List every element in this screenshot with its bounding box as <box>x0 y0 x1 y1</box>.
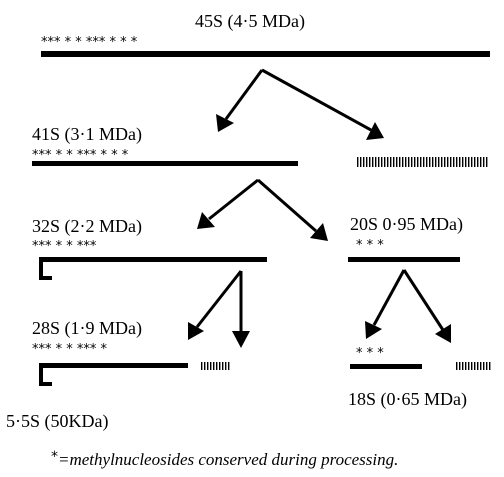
stars-45s: *** * * *** * * * <box>41 35 138 50</box>
arrow-41s-to-20s <box>257 178 328 241</box>
label-45s: 45S (4·5 MDa) <box>195 11 305 32</box>
spacer-28s-removed <box>200 362 230 370</box>
stars-41s: *** * * *** * * * <box>32 148 129 163</box>
stars-18s: * * * <box>356 346 384 361</box>
bar-45s <box>41 51 490 57</box>
stars-32s: *** * * *** <box>32 239 97 254</box>
label-41s: 41S (3·1 MDa) <box>32 124 142 145</box>
bar-28s <box>41 363 188 368</box>
legend-note: *=methylnucleosides conserved during pro… <box>51 449 398 469</box>
legend-text: =methylnucleosides conserved during proc… <box>58 450 398 469</box>
arrow-20s-to-spacer <box>402 269 451 343</box>
stars-28s: *** * * *** * <box>32 342 108 357</box>
bar-41s <box>32 161 298 166</box>
spacer-41s-removed <box>356 157 488 167</box>
bar-18s <box>350 364 422 369</box>
arrow-20s-to-18s <box>365 269 406 339</box>
label-28s: 28S (1·9 MDa) <box>32 318 142 339</box>
stars-20s: * * * <box>356 238 384 253</box>
legend-star: * <box>51 449 58 465</box>
label-5-8s: 5·5S (50KDa) <box>6 411 108 432</box>
arrow-45s-to-spacer <box>261 68 384 140</box>
label-32s: 32S (2·2 MDa) <box>32 216 142 237</box>
arrow-41s-to-32s <box>197 178 259 229</box>
label-20s: 20S 0·95 MDa) <box>350 214 463 235</box>
bracket-28s <box>39 363 57 386</box>
bar-20s <box>348 257 460 262</box>
arrow-32s-to-28s <box>188 270 243 340</box>
label-18s: 18S (0·65 MDa) <box>348 389 467 410</box>
arrow-32s-to-5-8s <box>232 271 250 348</box>
arrow-45s-to-41s <box>216 69 264 132</box>
bracket-32s <box>39 257 57 280</box>
bar-32s <box>41 257 267 262</box>
spacer-18s-removed <box>456 362 491 370</box>
